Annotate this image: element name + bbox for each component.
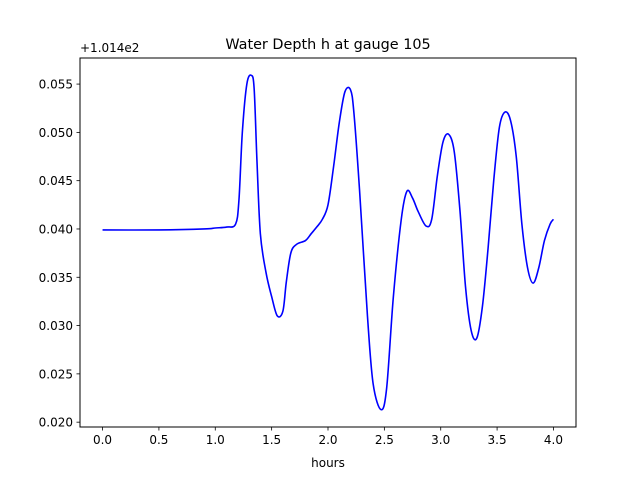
x-tick-label: 0.5 bbox=[149, 433, 168, 447]
y-tick-label: 0.050 bbox=[39, 126, 73, 140]
axes-frame bbox=[79, 57, 577, 428]
x-tick-label: 0.0 bbox=[93, 433, 112, 447]
y-offset-text: +1.014e2 bbox=[80, 41, 139, 55]
x-tick-label: 4.0 bbox=[544, 433, 563, 447]
y-tick-label: 0.020 bbox=[39, 416, 73, 430]
y-tick-label: 0.030 bbox=[39, 319, 73, 333]
x-tick-label: 1.0 bbox=[206, 433, 225, 447]
x-tick-label: 1.5 bbox=[262, 433, 281, 447]
y-tick-label: 0.040 bbox=[39, 222, 73, 236]
x-axis-label: hours bbox=[311, 456, 345, 470]
chart-title: Water Depth h at gauge 105 bbox=[225, 37, 430, 53]
x-tick-label: 2.0 bbox=[318, 433, 337, 447]
x-tick-label: 3.5 bbox=[488, 433, 507, 447]
x-tick-label: 3.0 bbox=[431, 433, 450, 447]
y-tick-label: 0.035 bbox=[39, 271, 73, 285]
y-tick-label: 0.055 bbox=[39, 78, 73, 92]
y-tick-label: 0.045 bbox=[39, 174, 73, 188]
plot-area: 0.0 0.5 1.0 1.5 2.0 2.5 3.0 3.5 4.0 0.020 0.025 0.0… bbox=[39, 74, 563, 447]
series-line bbox=[102, 74, 555, 411]
y-tick-label: 0.025 bbox=[39, 367, 73, 381]
x-tick-label: 2.5 bbox=[375, 433, 394, 447]
